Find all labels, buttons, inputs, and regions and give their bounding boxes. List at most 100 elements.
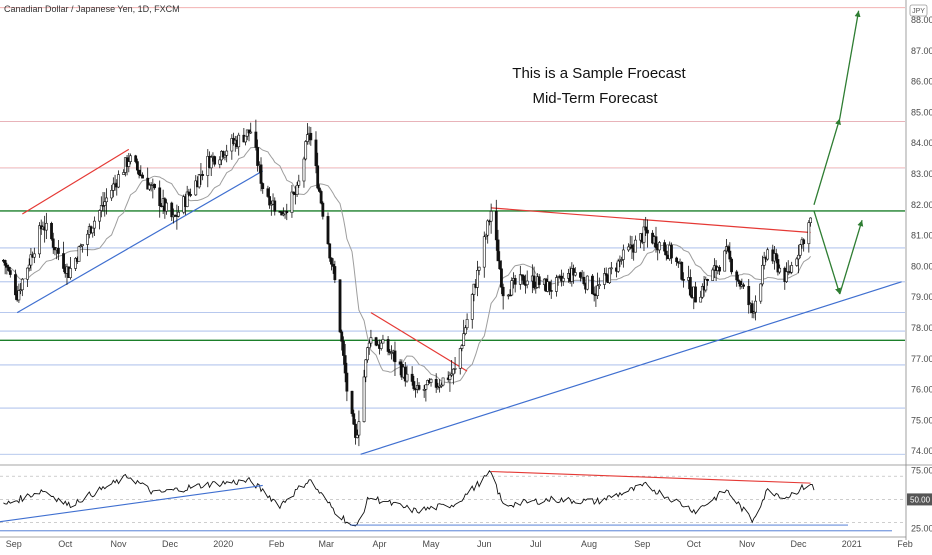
candle	[586, 275, 588, 290]
price-tick-label: 77.000	[911, 354, 932, 364]
rsi-trendline-red[interactable]	[491, 471, 810, 483]
candle-body	[198, 174, 200, 186]
candle-body	[464, 328, 466, 334]
candle-body	[92, 228, 94, 233]
candle	[658, 241, 660, 253]
candle-body	[7, 267, 9, 270]
candle-body	[452, 369, 454, 374]
candle-body	[676, 258, 678, 262]
symbol-title: Canadian Dollar / Japanese Yen, 1D, FXCM	[4, 4, 180, 14]
candle-body	[310, 133, 312, 140]
forecast-arrow[interactable]	[814, 119, 840, 205]
candles-layer	[2, 120, 811, 446]
time-tick-label: Mar	[319, 539, 335, 549]
candle-body	[609, 268, 611, 283]
candle-body	[305, 142, 307, 159]
forecast-arrow[interactable]	[840, 220, 862, 294]
candle	[442, 378, 444, 387]
candle	[117, 170, 119, 188]
currency-badge[interactable]: JPY	[910, 5, 927, 16]
candle	[99, 209, 101, 229]
annotation-title: This is a Sample Froecast	[512, 65, 686, 82]
candle-body	[495, 211, 497, 240]
candle-body	[387, 339, 389, 351]
candle	[153, 183, 155, 189]
candle-body	[291, 192, 293, 213]
candle-body	[332, 264, 334, 266]
candle	[705, 277, 707, 293]
candle-body	[99, 211, 101, 222]
trendline-red[interactable]	[22, 149, 128, 214]
candle-body	[775, 254, 777, 260]
candle-body	[303, 159, 305, 181]
candle-body	[718, 267, 720, 271]
candle	[104, 192, 106, 216]
candle-body	[329, 244, 331, 258]
rsi-value-label: 50.00	[910, 495, 931, 504]
candle	[718, 265, 720, 275]
candle-body	[26, 268, 28, 279]
candle-body	[202, 174, 204, 175]
candle-body	[533, 276, 535, 288]
candle-body	[538, 277, 540, 285]
candle-body	[112, 184, 114, 190]
candle	[676, 257, 678, 266]
candle-body	[368, 343, 370, 348]
candle-body	[463, 334, 465, 346]
candle	[736, 270, 738, 287]
candle-body	[148, 185, 150, 189]
candle	[327, 212, 329, 244]
candle-body	[188, 192, 190, 194]
candle-body	[555, 278, 557, 292]
candle-body	[226, 151, 228, 155]
candle-body	[550, 290, 552, 291]
time-tick-label: Dec	[791, 539, 808, 549]
candle	[186, 186, 188, 207]
candle-body	[320, 191, 322, 203]
candle-body	[748, 286, 750, 304]
rsi-trendline-blue[interactable]	[0, 485, 263, 522]
trendline-red[interactable]	[371, 313, 467, 372]
price-tick-label: 83.000	[911, 169, 932, 179]
candle	[244, 136, 246, 145]
candle	[767, 247, 769, 260]
candle	[78, 246, 80, 262]
candle-body	[617, 261, 619, 271]
candle	[523, 275, 525, 285]
candle-body	[454, 368, 456, 369]
candle	[730, 257, 732, 274]
candle-body	[375, 338, 377, 346]
candle	[487, 219, 489, 243]
candle-body	[478, 267, 480, 270]
rsi-layer	[0, 471, 905, 531]
time-tick-label: Sep	[6, 539, 22, 549]
candle-body	[761, 265, 763, 284]
candle-body	[135, 156, 137, 162]
candle	[803, 238, 805, 251]
candle-body	[256, 147, 258, 165]
candle	[291, 185, 293, 218]
forecast-arrow[interactable]	[840, 11, 859, 119]
candle-body	[700, 297, 702, 302]
candle-body	[598, 284, 600, 285]
candle-body	[38, 226, 40, 254]
candle-body	[418, 385, 420, 389]
candle-body	[476, 270, 478, 287]
candle-body	[785, 272, 787, 282]
candle	[555, 275, 557, 297]
candle-body	[797, 255, 799, 259]
price-tick-label: 82.000	[911, 200, 932, 210]
candle-body	[330, 258, 332, 264]
candle-body	[591, 276, 593, 294]
candle-body	[315, 140, 317, 166]
candle	[471, 293, 473, 328]
candle	[533, 267, 535, 291]
candle-body	[730, 259, 732, 272]
trendline-blue[interactable]	[361, 282, 902, 454]
candle	[45, 213, 47, 239]
candle-body	[353, 414, 355, 425]
candle	[742, 283, 744, 289]
candle-body	[502, 287, 504, 296]
candle-body	[351, 391, 353, 413]
candle	[262, 182, 264, 193]
